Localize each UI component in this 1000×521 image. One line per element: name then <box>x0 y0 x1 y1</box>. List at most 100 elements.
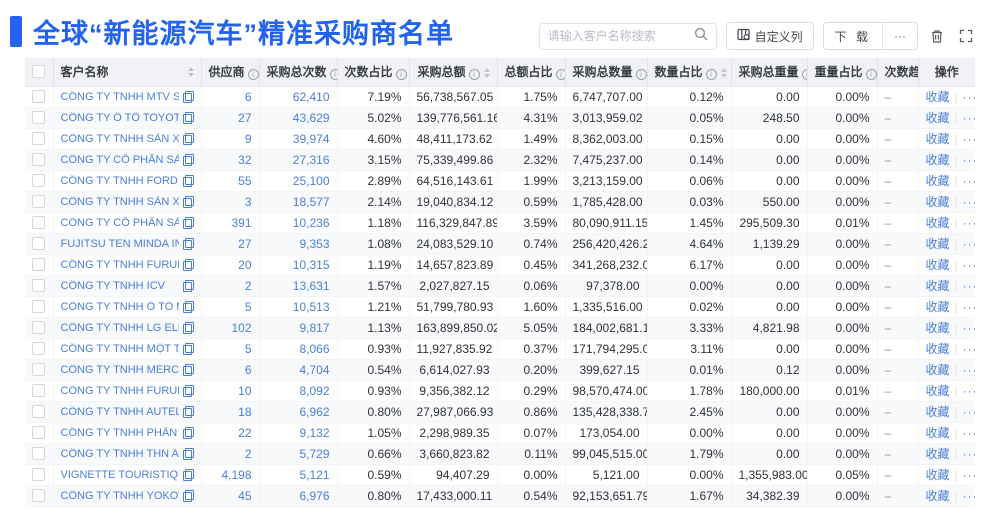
customer-name-link[interactable]: CÔNG TY TNHH YOKOWO VIỆT... <box>60 489 179 502</box>
suppliers-link[interactable]: 22 <box>238 425 252 440</box>
suppliers-link[interactable]: 2 <box>244 278 252 293</box>
times-link[interactable]: 39,974 <box>292 131 330 146</box>
suppliers-cell[interactable]: 32 <box>201 149 260 171</box>
favorite-button[interactable]: 收藏 <box>925 426 950 440</box>
select-all-checkbox[interactable] <box>32 65 46 79</box>
times-link[interactable]: 4,704 <box>299 362 330 377</box>
customer-name-link[interactable]: VIGNETTE TOURISTIQUE G UNI... <box>60 468 179 481</box>
customer-name-link[interactable]: CÔNG TY TNHH FORD VIỆT NAM <box>60 174 179 187</box>
times-link[interactable]: 10,513 <box>292 299 330 314</box>
suppliers-cell[interactable]: 102 <box>201 317 260 339</box>
favorite-button[interactable]: 收藏 <box>925 216 950 230</box>
favorite-button[interactable]: 收藏 <box>925 279 950 293</box>
suppliers-link[interactable]: 20 <box>238 257 252 272</box>
row-checkbox[interactable] <box>32 90 46 103</box>
col-header-amount_pct[interactable]: 总额占比 i <box>497 58 566 87</box>
favorite-button[interactable]: 收藏 <box>925 132 950 146</box>
favorite-button[interactable]: 收藏 <box>925 258 950 272</box>
times-cell[interactable]: 5,121 <box>259 464 338 486</box>
row-checkbox[interactable] <box>32 363 46 376</box>
col-header-times[interactable]: 采购总次数 i <box>259 58 338 87</box>
customer-name-link[interactable]: CÔNG TY TNHH FURUKAWA A... <box>60 258 179 271</box>
customer-name-link[interactable]: CÔNG TY TNHH LG ELECTRON... <box>60 321 179 334</box>
favorite-button[interactable]: 收藏 <box>925 489 950 503</box>
col-header-name[interactable]: 客户名称 <box>53 58 202 87</box>
suppliers-cell[interactable]: 20 <box>201 254 260 276</box>
times-link[interactable]: 43,629 <box>292 110 330 125</box>
favorite-button[interactable]: 收藏 <box>925 174 950 188</box>
download-button[interactable]: 下 载 <box>834 29 871 44</box>
customer-name-link[interactable]: CÔNG TY TNHH MỘT THÀNH V... <box>60 342 179 355</box>
suppliers-cell[interactable]: 9 <box>201 128 260 150</box>
suppliers-link[interactable]: 55 <box>238 173 252 188</box>
suppliers-link[interactable]: 391 <box>231 215 252 230</box>
times-cell[interactable]: 4,704 <box>259 359 338 381</box>
favorite-button[interactable]: 收藏 <box>925 321 950 335</box>
favorite-button[interactable]: 收藏 <box>925 384 950 398</box>
customer-name-link[interactable]: CÔNG TY TNHH MERCEDES-B... <box>60 363 179 376</box>
more-actions-button[interactable]: ··· <box>962 384 975 398</box>
suppliers-cell[interactable]: 4,198 <box>201 464 260 486</box>
suppliers-link[interactable]: 6 <box>244 89 252 104</box>
col-header-times_pct[interactable]: 次数占比 i <box>337 58 410 87</box>
more-actions-button[interactable]: ··· <box>962 90 975 104</box>
row-checkbox[interactable] <box>32 426 46 439</box>
more-actions-button[interactable]: ··· <box>962 174 975 188</box>
favorite-button[interactable]: 收藏 <box>925 111 950 125</box>
customer-name-link[interactable]: CÔNG TY CỔ PHẦN SẢN XUẤT... <box>60 216 179 229</box>
info-icon[interactable]: i <box>555 69 564 81</box>
info-icon[interactable]: i <box>705 69 717 81</box>
sort-caret-icon[interactable] <box>720 68 727 79</box>
customer-name-link[interactable]: CÔNG TY TNHH AUTEL VIỆT N... <box>60 405 179 418</box>
more-actions-button[interactable]: ··· <box>962 363 975 377</box>
suppliers-link[interactable]: 5 <box>244 341 252 356</box>
suppliers-cell[interactable]: 5 <box>201 338 260 360</box>
suppliers-cell[interactable]: 6 <box>201 359 260 381</box>
row-checkbox[interactable] <box>32 237 46 250</box>
customer-name-link[interactable]: CÔNG TY TNHH Ô TÔ MITSUBI... <box>60 300 179 313</box>
copy-icon[interactable] <box>182 216 194 229</box>
trash-icon[interactable] <box>927 26 947 46</box>
times-link[interactable]: 5,121 <box>299 467 330 482</box>
customer-name-link[interactable]: CÔNG TY TNHH FURUKAWA A... <box>60 384 179 397</box>
times-cell[interactable]: 10,315 <box>259 254 338 276</box>
row-checkbox[interactable] <box>32 489 46 502</box>
suppliers-cell[interactable]: 45 <box>201 485 260 507</box>
times-cell[interactable]: 9,817 <box>259 317 338 339</box>
suppliers-link[interactable]: 2 <box>244 446 252 461</box>
customer-name-link[interactable]: FUJITSU TEN MINDA INDIA PVT... <box>60 237 179 250</box>
sort-caret-icon[interactable] <box>483 68 490 79</box>
row-checkbox[interactable] <box>32 132 46 145</box>
times-cell[interactable]: 39,974 <box>259 128 338 150</box>
customer-name-link[interactable]: CÔNG TY TNHH PHÂN PHỐI T... <box>60 426 179 439</box>
favorite-button[interactable]: 收藏 <box>925 237 950 251</box>
suppliers-link[interactable]: 6 <box>244 362 252 377</box>
info-icon[interactable]: i <box>801 69 806 81</box>
suppliers-link[interactable]: 5 <box>244 299 252 314</box>
col-header-weight_pct[interactable]: 重量占比 i <box>807 58 878 87</box>
suppliers-cell[interactable]: 10 <box>201 380 260 402</box>
times-cell[interactable]: 6,962 <box>259 401 338 423</box>
favorite-button[interactable]: 收藏 <box>925 300 950 314</box>
times-link[interactable]: 25,100 <box>292 173 330 188</box>
favorite-button[interactable]: 收藏 <box>925 90 950 104</box>
copy-icon[interactable] <box>182 342 194 355</box>
copy-icon[interactable] <box>182 132 194 145</box>
more-actions-button[interactable]: ··· <box>962 300 975 314</box>
times-cell[interactable]: 27,316 <box>259 149 338 171</box>
suppliers-cell[interactable]: 2 <box>201 443 260 465</box>
row-checkbox[interactable] <box>32 279 46 292</box>
more-actions-button[interactable]: ··· <box>962 195 975 209</box>
favorite-button[interactable]: 收藏 <box>925 153 950 167</box>
suppliers-link[interactable]: 18 <box>238 404 252 419</box>
info-icon[interactable]: i <box>395 69 407 81</box>
suppliers-cell[interactable]: 27 <box>201 107 260 129</box>
favorite-button[interactable]: 收藏 <box>925 405 950 419</box>
more-actions-button[interactable]: ··· <box>962 426 975 440</box>
download-more-button[interactable]: ··· <box>882 23 917 49</box>
row-checkbox[interactable] <box>32 342 46 355</box>
copy-icon[interactable] <box>182 90 194 103</box>
times-link[interactable]: 8,066 <box>299 341 330 356</box>
info-icon[interactable]: i <box>468 69 480 81</box>
more-actions-button[interactable]: ··· <box>962 132 975 146</box>
